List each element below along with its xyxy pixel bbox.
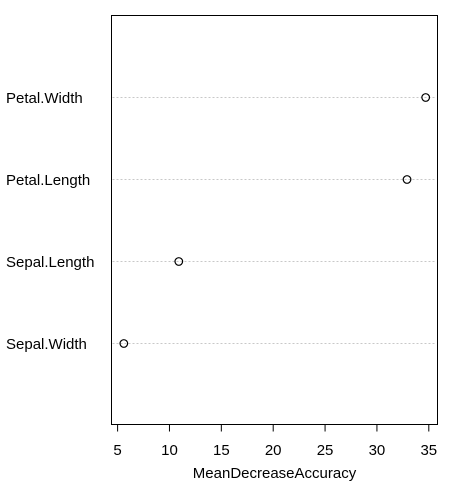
data-point (421, 93, 431, 102)
guide-lines (112, 97, 437, 344)
variable-label: Petal.Width (6, 90, 83, 107)
variable-label: Petal.Length (6, 172, 90, 189)
variable-label: Sepal.Length (6, 254, 94, 271)
x-tick-label: 15 (213, 442, 230, 459)
x-axis-title: MeanDecreaseAccuracy (193, 465, 357, 482)
x-tick-label: 30 (369, 442, 386, 459)
data-points (119, 93, 431, 348)
data-point (174, 257, 184, 266)
x-tick-label: 5 (113, 442, 121, 459)
x-ticks: 5 10 15 20 25 30 35 (113, 424, 437, 459)
variable-labels: Petal.Width Petal.Length Sepal.Length Sepal… (6, 90, 94, 353)
data-point (119, 339, 129, 348)
x-tick-label: 35 (420, 442, 437, 459)
variable-label: Sepal.Width (6, 336, 87, 353)
data-point (402, 175, 412, 184)
x-axis: 5 10 15 20 25 30 35 (113, 424, 437, 459)
plot-area-frame (111, 15, 438, 425)
x-tick-label: 10 (161, 442, 178, 459)
x-tick-label: 20 (265, 442, 282, 459)
x-tick-label: 25 (317, 442, 334, 459)
